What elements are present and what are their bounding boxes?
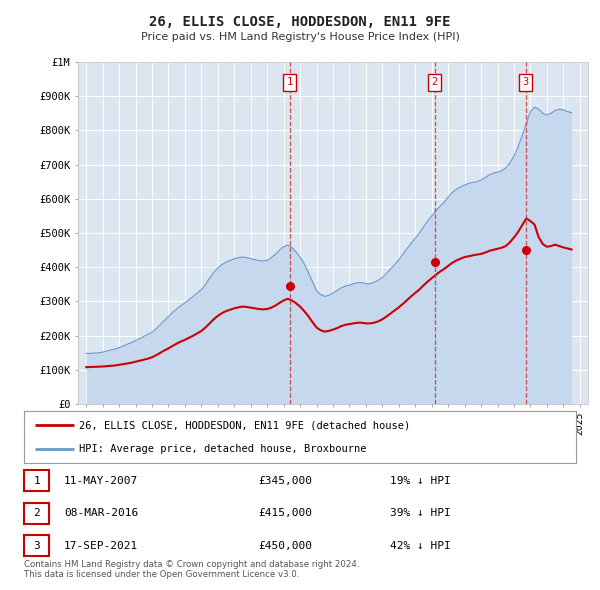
Text: 2: 2 xyxy=(431,77,437,87)
Text: 42% ↓ HPI: 42% ↓ HPI xyxy=(390,541,451,550)
Text: 11-MAY-2007: 11-MAY-2007 xyxy=(64,476,139,486)
Text: 3: 3 xyxy=(33,541,40,550)
Text: 08-MAR-2016: 08-MAR-2016 xyxy=(64,509,139,518)
Text: £450,000: £450,000 xyxy=(258,541,312,550)
Text: 3: 3 xyxy=(523,77,529,87)
Text: Price paid vs. HM Land Registry's House Price Index (HPI): Price paid vs. HM Land Registry's House … xyxy=(140,32,460,42)
Text: Contains HM Land Registry data © Crown copyright and database right 2024.
This d: Contains HM Land Registry data © Crown c… xyxy=(24,560,359,579)
Text: HPI: Average price, detached house, Broxbourne: HPI: Average price, detached house, Brox… xyxy=(79,444,367,454)
Text: 26, ELLIS CLOSE, HODDESDON, EN11 9FE: 26, ELLIS CLOSE, HODDESDON, EN11 9FE xyxy=(149,15,451,29)
Text: 17-SEP-2021: 17-SEP-2021 xyxy=(64,541,139,550)
Text: 39% ↓ HPI: 39% ↓ HPI xyxy=(390,509,451,518)
Text: 1: 1 xyxy=(287,77,293,87)
Text: 1: 1 xyxy=(33,476,40,486)
Text: 19% ↓ HPI: 19% ↓ HPI xyxy=(390,476,451,486)
Text: 2: 2 xyxy=(33,509,40,518)
Text: 26, ELLIS CLOSE, HODDESDON, EN11 9FE (detached house): 26, ELLIS CLOSE, HODDESDON, EN11 9FE (de… xyxy=(79,420,410,430)
Text: £345,000: £345,000 xyxy=(258,476,312,486)
Text: £415,000: £415,000 xyxy=(258,509,312,518)
